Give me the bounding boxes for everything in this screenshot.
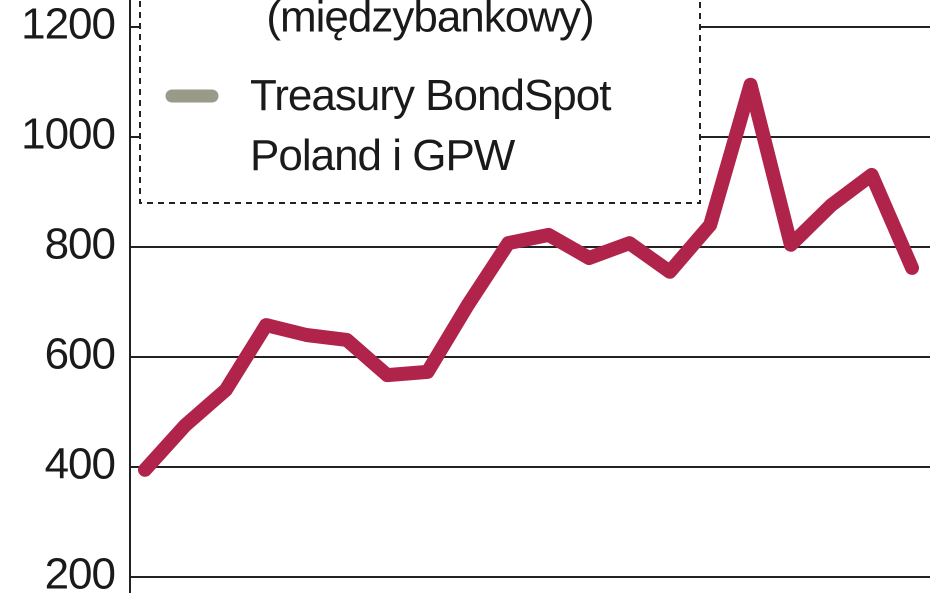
legend-label: Treasury BondSpot Poland i GPW <box>250 71 611 180</box>
data-line <box>138 77 919 477</box>
y-tick-label: 1000 <box>21 110 115 159</box>
y-tick-label: 200 <box>45 550 115 593</box>
y-tick-label: 1200 <box>21 0 115 49</box>
legend-box <box>139 0 701 204</box>
y-tick-label: 400 <box>45 440 115 489</box>
legend-label: (międzybankowy) <box>266 0 593 42</box>
y-tick-label: 600 <box>45 330 115 379</box>
y-tick-label: 800 <box>45 220 115 269</box>
